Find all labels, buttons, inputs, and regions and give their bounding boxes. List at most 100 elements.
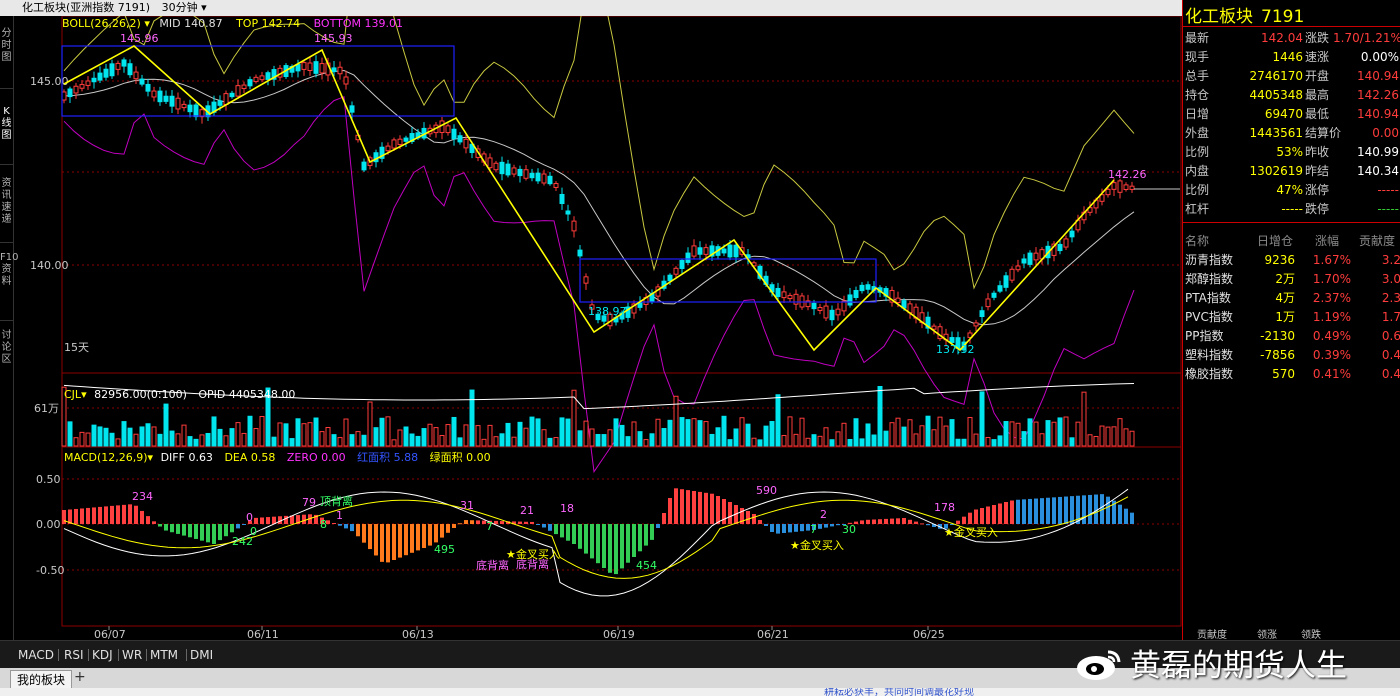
macd-histogram-bar	[902, 518, 906, 524]
volume-bar	[601, 434, 607, 447]
volume-bar	[607, 429, 613, 447]
table-row[interactable]: PTA指数 4万 2.37% 2.3	[1183, 289, 1400, 308]
tab-kdj[interactable]: KDJ	[92, 648, 113, 662]
macd-annotation: 18	[560, 502, 574, 515]
volume-bar	[703, 421, 709, 447]
volume-bar	[481, 438, 487, 447]
boll-header: BOLL(26,26,2) ▾ MID 140.87 TOP 142.74 BO…	[62, 17, 403, 30]
volume-bar	[361, 434, 367, 447]
volume-bar	[997, 435, 1003, 447]
boll-name[interactable]: BOLL(26,26,2)	[62, 17, 141, 30]
volume-bar	[163, 403, 169, 447]
macd-histogram-bar	[722, 499, 726, 524]
candle-body	[457, 135, 463, 143]
time-span-label: 15天	[64, 341, 89, 354]
volume-bar	[661, 428, 667, 447]
candle-body	[247, 79, 253, 87]
candle-body	[829, 309, 835, 321]
macd-histogram-bar	[950, 524, 954, 525]
table-cell: 沥青指数	[1185, 253, 1234, 267]
candle-body	[817, 306, 823, 312]
candle-body	[487, 157, 493, 169]
volume-bar	[385, 416, 391, 447]
macd-histogram-bar	[956, 520, 960, 524]
macd-histogram-bar	[812, 524, 816, 530]
table-row[interactable]: 橡胶指数 570 0.41% 0.4	[1183, 365, 1400, 384]
macd-histogram-bar	[626, 524, 630, 563]
macd-histogram-bar	[1076, 495, 1080, 524]
tab-wr[interactable]: WR	[122, 648, 143, 662]
tab-dmi[interactable]: DMI	[190, 648, 214, 662]
macd-histogram-bar	[998, 503, 1002, 524]
tab-my-block[interactable]: 我的板块	[10, 670, 73, 688]
volume-bar	[181, 424, 187, 447]
volume-bar	[1111, 426, 1117, 447]
candle-body	[181, 103, 187, 109]
tab-macd[interactable]: MACD	[18, 648, 54, 662]
contrib-header-oi-change[interactable]: 日增仓	[1257, 234, 1294, 248]
candle-body	[409, 133, 415, 143]
table-row[interactable]: 郑醇指数 2万 1.70% 3.0	[1183, 270, 1400, 289]
chart-area[interactable]: 145.00 140.00 61万 0.50 0.00 -0.50 06/07 06/11 06…	[14, 16, 1182, 640]
macd-annotation: 1	[336, 509, 343, 522]
volume-bar	[319, 431, 325, 447]
table-row[interactable]: 沥青指数 9236 1.67% 3.2	[1183, 251, 1400, 270]
divider	[88, 649, 89, 661]
tab-top-losers[interactable]: 领跌	[1301, 630, 1321, 641]
quote-value: -----	[1377, 202, 1399, 216]
macd-header: MACD(12,26,9)▾ DIFF 0.63 DEA 0.58 ZERO 0…	[64, 449, 491, 465]
tab-top-gainers[interactable]: 领涨	[1257, 630, 1277, 641]
tab-forum[interactable]: 讨论区	[1, 330, 12, 365]
quote-label: 总手	[1185, 69, 1210, 83]
cjl-name[interactable]: CJL	[64, 388, 82, 401]
volume-bar	[811, 434, 817, 447]
table-row[interactable]: PP指数 -2130 0.49% 0.6	[1183, 327, 1400, 346]
macd-name[interactable]: MACD(12,26,9)	[64, 451, 148, 464]
candle-body	[523, 169, 529, 179]
macd-histogram-bar	[974, 509, 978, 524]
candle-body	[565, 210, 571, 215]
tab-f10[interactable]: F10资料	[0, 252, 19, 287]
contrib-header-contribution[interactable]: 贡献度	[1359, 234, 1396, 248]
tab-mtm[interactable]: MTM	[150, 648, 179, 662]
table-row[interactable]: 塑料指数 -7856 0.39% 0.4	[1183, 346, 1400, 365]
macd-histogram-bar	[458, 523, 462, 525]
quote-value: 140.94	[1357, 69, 1399, 83]
quote-label: 最高	[1305, 88, 1330, 102]
news-ticker[interactable]: 耕耘必获丰，共同时间调最花好现	[824, 688, 974, 696]
tab-news[interactable]: 资讯速递	[1, 178, 12, 225]
chevron-down-icon[interactable]: ▾	[81, 388, 91, 401]
tab-contribution[interactable]: 贡献度	[1197, 630, 1227, 641]
tab-timeshare[interactable]: 分时图	[1, 28, 12, 63]
left-view-tabs: 分时图 K线图 资讯速递 F10资料 讨论区	[0, 16, 19, 640]
candle-body	[223, 93, 229, 105]
chevron-down-icon[interactable]: ▾	[197, 1, 207, 14]
candle-body	[775, 287, 781, 298]
tab-rsi[interactable]: RSI	[64, 648, 84, 662]
macd-histogram-bar	[872, 519, 876, 524]
table-row[interactable]: PVC指数 1万 1.19% 1.7	[1183, 308, 1400, 327]
add-tab-button[interactable]: +	[74, 669, 86, 685]
period-selector[interactable]: 30分钟	[161, 1, 198, 14]
quote-label: 最新	[1185, 31, 1210, 45]
macd-histogram-bar	[968, 512, 972, 524]
contrib-header-name[interactable]: 名称	[1185, 234, 1210, 248]
chevron-down-icon[interactable]: ▾	[140, 17, 150, 30]
volume-bar	[85, 432, 91, 447]
candle-body	[133, 71, 139, 80]
kline-chart-svg[interactable]: 145.00 140.00 61万 0.50 0.00 -0.50 06/07 06/11 06…	[14, 16, 1182, 640]
candle-body	[1123, 184, 1129, 190]
macd-histogram-bar	[1100, 494, 1104, 524]
macd-histogram-bar	[1088, 494, 1092, 524]
contrib-header-change[interactable]: 涨幅	[1315, 234, 1340, 248]
boll-top-line	[63, 16, 1135, 290]
candle-body	[847, 294, 853, 306]
tab-kline[interactable]: K线图	[1, 106, 12, 141]
open-interest-line	[63, 383, 1135, 410]
macd-histogram-bar	[908, 519, 912, 524]
volume-bar	[739, 417, 745, 447]
volume-bar	[583, 420, 589, 447]
chevron-down-icon[interactable]: ▾	[147, 451, 157, 464]
macd-histogram-bar	[1070, 496, 1074, 524]
macd-histogram-bar	[566, 524, 570, 541]
